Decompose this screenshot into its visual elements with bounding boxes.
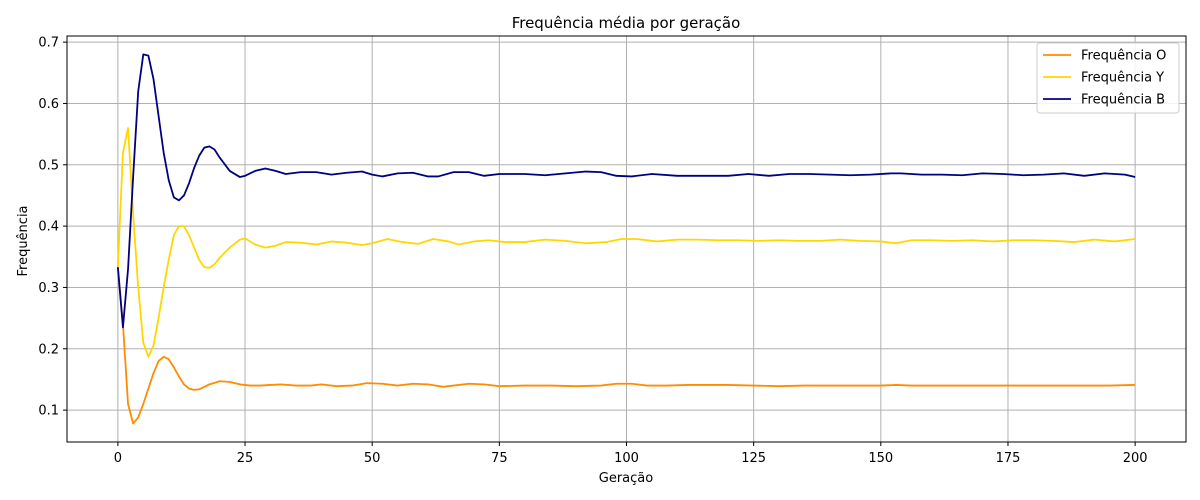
y-tick-label: 0.7 (38, 36, 59, 51)
grid (67, 36, 1186, 442)
series-line-3 (116, 53, 1136, 329)
x-axis: 0 25 50 75 100 125 150 175 200 (114, 442, 1148, 466)
y-tick-label: 0.5 (38, 158, 59, 173)
legend-label: Frequência O (1081, 49, 1166, 64)
legend-box (1036, 42, 1180, 114)
y-tick-label: 0.1 (38, 404, 59, 419)
y-axis: 0.1 0.2 0.3 0.4 0.5 0.6 0.7 (38, 36, 67, 419)
y-tick-label: 0.3 (38, 281, 59, 296)
x-tick-label: 0 (114, 451, 122, 466)
legend-label: Frequência Y (1081, 71, 1164, 86)
legend-label: Frequência B (1081, 93, 1165, 108)
series-layer (116, 53, 1136, 425)
y-axis-label: Frequência (16, 205, 31, 276)
x-tick-label: 200 (1123, 451, 1148, 466)
x-tick-label: 100 (614, 451, 639, 466)
legend: Frequência O Frequência Y Frequência B (1036, 42, 1180, 114)
x-tick-label: 75 (491, 451, 508, 466)
y-tick-label: 0.2 (38, 342, 59, 357)
series-line-2 (116, 127, 1136, 358)
x-tick-label: 175 (996, 451, 1021, 466)
x-tick-label: 25 (237, 451, 254, 466)
y-tick-label: 0.4 (38, 220, 59, 235)
chart-title: Frequência média por geração (512, 14, 741, 32)
y-tick-label: 0.6 (38, 97, 59, 112)
x-axis-label: Geração (599, 471, 653, 486)
x-tick-label: 150 (868, 451, 893, 466)
series-line-1 (116, 267, 1136, 425)
x-tick-label: 125 (741, 451, 766, 466)
x-tick-label: 50 (364, 451, 381, 466)
